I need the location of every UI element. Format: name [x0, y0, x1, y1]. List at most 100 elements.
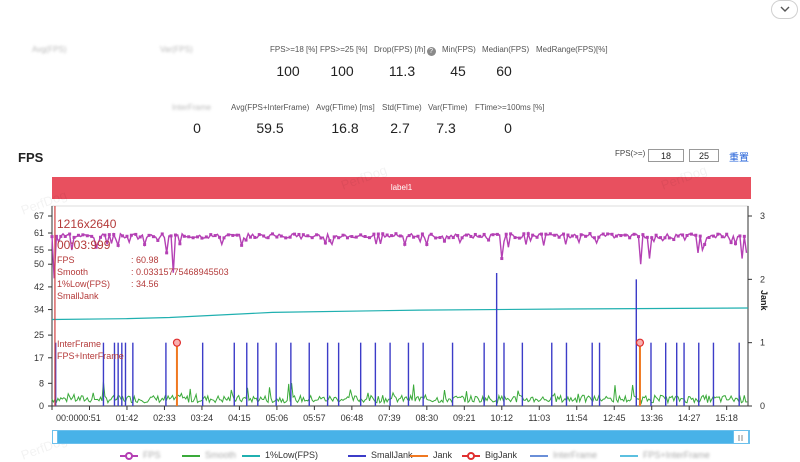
fps-point: [539, 232, 543, 236]
fps-point: [689, 232, 693, 236]
tooltip-row: [57, 326, 229, 338]
y-left-tick-label: 67: [34, 211, 44, 221]
fps-point: [134, 232, 138, 236]
fps-point: [156, 238, 160, 242]
fps-point: [218, 235, 222, 239]
tooltip-row: [57, 302, 229, 314]
legend-swatch: [348, 455, 366, 457]
fps-point: [81, 233, 85, 237]
bigjank-marker[interactable]: [635, 338, 645, 347]
fps-point: [231, 233, 235, 237]
tooltip-row: InterFrame: [57, 338, 229, 350]
fps-point: [504, 232, 508, 236]
fps-point: [632, 232, 636, 236]
fps-threshold-2-input[interactable]: [689, 149, 719, 162]
tooltip-row: [57, 314, 229, 326]
fps-point: [531, 233, 535, 237]
fps-point: [734, 242, 738, 246]
fps-point: [447, 236, 451, 240]
fps-point: [570, 234, 574, 238]
fps-point: [403, 242, 407, 246]
metric-header: Var(FPS): [160, 45, 193, 54]
metric-value: 59.5: [256, 120, 284, 136]
fps-point: [143, 243, 147, 247]
fps-point: [125, 234, 129, 238]
fps-point: [725, 232, 729, 236]
fps-point: [147, 233, 151, 237]
fps-point: [367, 236, 371, 240]
fps-jank-chart[interactable]: 0 8 17 25 34 42 50 55 61 67 0 1 2 3 00:00 00:51 01:42 02:…: [0, 200, 800, 432]
fps-point: [266, 236, 270, 240]
fps-point: [456, 234, 460, 238]
fps-point: [50, 235, 54, 239]
fps-point: [394, 232, 398, 236]
fps-point: [293, 232, 297, 236]
reset-link[interactable]: 重置: [729, 153, 749, 164]
legend-swatch: [242, 455, 260, 457]
tooltip-row-value: : 0.03315775468945503: [131, 267, 229, 277]
metric-header: MedRange(FPS)[%]: [536, 45, 608, 54]
fps-point: [738, 234, 742, 238]
fps-point: [535, 235, 539, 239]
tooltip-row-key: FPS+InterFrame: [57, 351, 124, 361]
fps-point: [297, 232, 301, 236]
time-range-scrollbar[interactable]: [52, 430, 750, 444]
fps-point: [187, 235, 191, 239]
fps-point: [513, 236, 517, 240]
smooth-series-line: [51, 381, 748, 405]
fps-point: [716, 232, 720, 236]
fps-point: [575, 235, 579, 239]
y-left-tick-label: 8: [39, 378, 44, 388]
fps-point: [332, 235, 336, 239]
fps-point: [526, 232, 530, 236]
tooltip-row-key: SmallJank: [57, 291, 99, 301]
fps-point: [173, 233, 177, 237]
fps-point: [319, 236, 323, 240]
metric-value: 7.3: [436, 120, 456, 136]
fps-point: [151, 235, 155, 239]
help-icon[interactable]: ?: [426, 47, 436, 56]
legend-label: BigJank: [485, 450, 518, 460]
fps-point: [429, 232, 433, 236]
fps-point: [667, 236, 671, 240]
label-band[interactable]: label1: [52, 177, 751, 199]
scrollbar-right-handle[interactable]: [733, 430, 749, 444]
fps-point: [438, 236, 442, 240]
metric-header: Avg(FPS): [32, 45, 67, 54]
metric-header: Avg(FTime) [ms]: [316, 103, 375, 112]
fps-point: [478, 234, 482, 238]
metric-header: FPS>=25 [%]: [320, 45, 368, 54]
fps-point: [306, 234, 310, 238]
metric-value: 100: [276, 63, 300, 79]
fps-point: [301, 233, 305, 237]
x-tick-label: 08:30: [416, 413, 439, 423]
fps-point: [659, 236, 663, 240]
y-right-tick-label: 2: [760, 274, 765, 284]
metric-header: InterFrame: [172, 103, 212, 112]
fps-point: [517, 236, 521, 240]
y-left-tick-label: 61: [34, 228, 44, 238]
fps-point: [209, 233, 213, 237]
fps-point: [178, 242, 182, 246]
collapse-button[interactable]: [771, 0, 798, 19]
fps-threshold-1-input[interactable]: [648, 149, 684, 162]
legend-swatch: [410, 455, 428, 457]
bigjank-marker[interactable]: [172, 338, 182, 347]
fps-point: [94, 245, 98, 249]
fps-point: [742, 234, 746, 238]
fps-point: [685, 233, 689, 237]
fps-point: [112, 232, 116, 236]
fps-point: [310, 236, 314, 240]
fps-point: [165, 251, 169, 255]
fps-point: [275, 235, 279, 239]
scrollbar-left-handle[interactable]: [52, 430, 58, 444]
fps-point: [703, 242, 707, 246]
fps-point: [522, 232, 526, 236]
metrics-summary: Avg(FPS) Var(FPS) FPS>=18 [%] FPS>=25 [%…: [0, 0, 800, 150]
fps-point: [99, 235, 103, 239]
fps-point: [103, 233, 107, 237]
fps-point: [337, 236, 341, 240]
fps-point: [381, 232, 385, 236]
x-tick-label: 07:39: [378, 413, 401, 423]
